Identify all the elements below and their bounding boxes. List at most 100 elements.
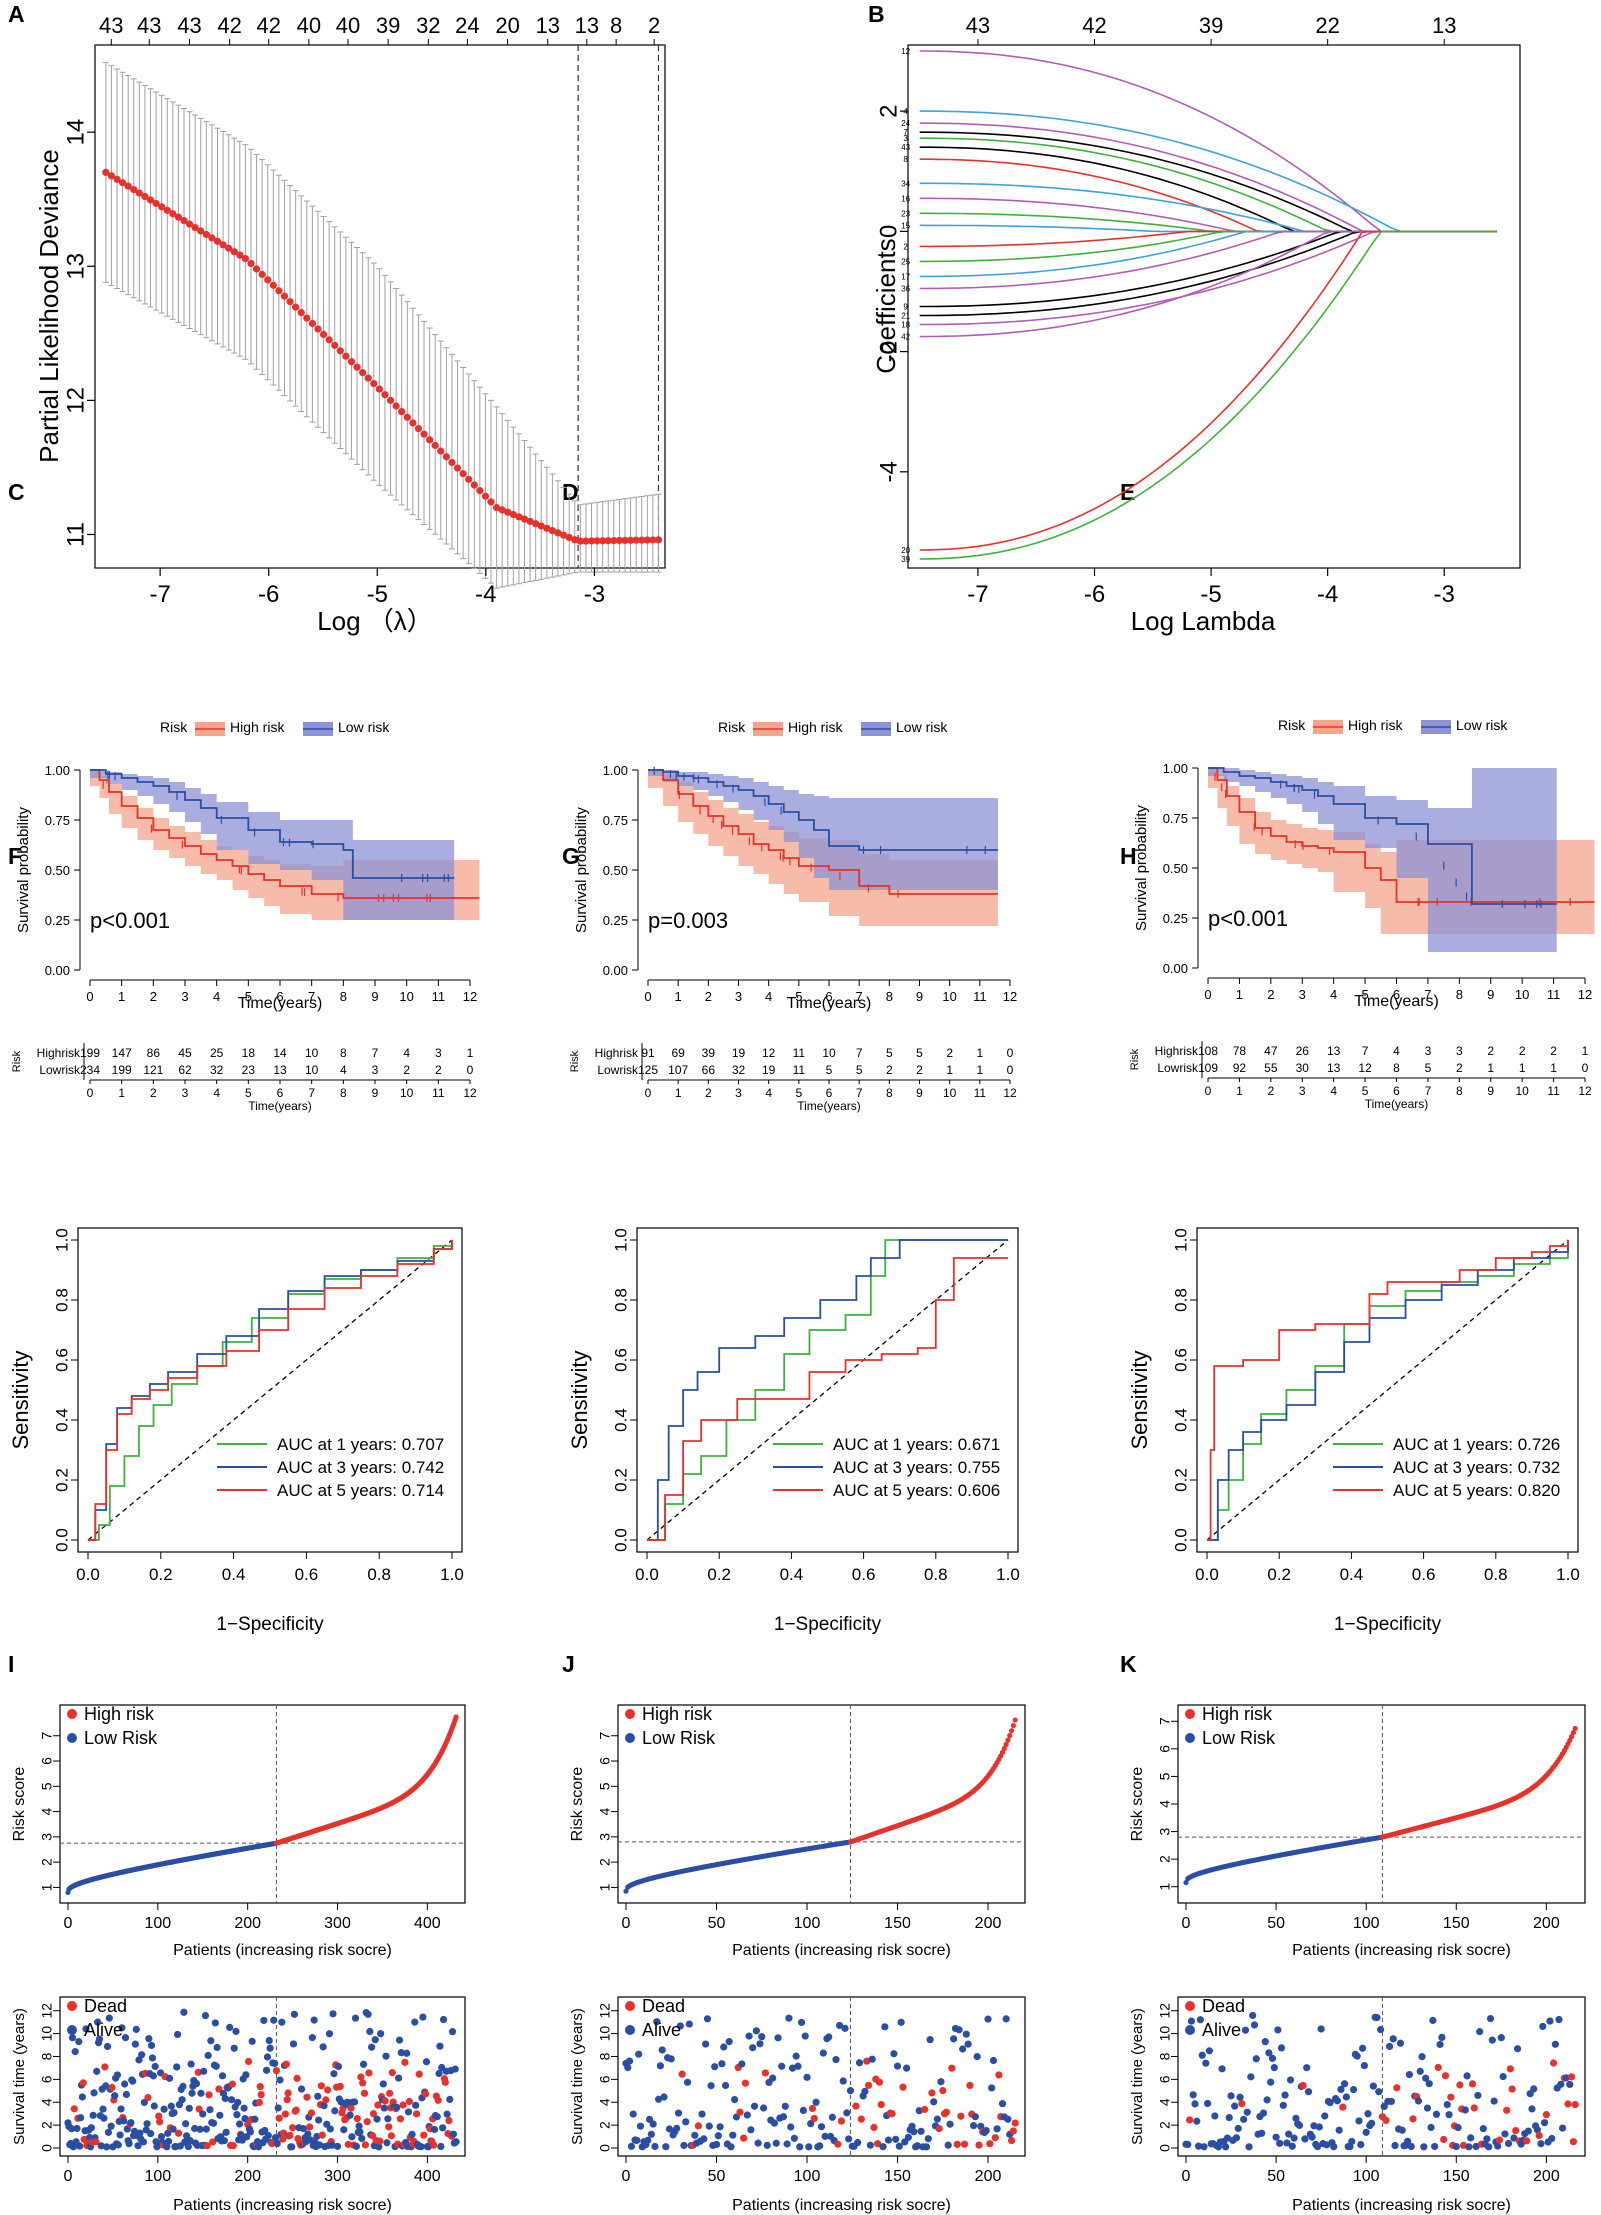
survival-point-alive <box>201 2011 210 2020</box>
diagonal-reference <box>1206 1239 1569 1541</box>
x-tick-label: 8 <box>1456 987 1463 1002</box>
survival-point-alive <box>881 2023 889 2031</box>
survival-point-alive <box>448 2028 457 2036</box>
survival-point-alive <box>350 2098 359 2106</box>
risk-x-tick-label: 8 <box>886 1086 893 1100</box>
legend-label-low: Low Risk <box>1202 1728 1276 1748</box>
ci-band-low <box>90 770 455 920</box>
x-tick-label: -7 <box>967 581 988 608</box>
survival-point-dead <box>272 2066 281 2075</box>
deviance-point <box>498 506 506 514</box>
survival-point-dead <box>280 2129 288 2137</box>
survival-point-dead <box>244 2057 253 2066</box>
survival-point-alive <box>320 2102 328 2110</box>
deviance-point <box>565 533 573 542</box>
deviance-point <box>638 536 646 544</box>
y-axis-label: Sensitivity <box>1127 1350 1152 1449</box>
legend-label-low: Low risk <box>338 719 390 735</box>
x-tick-label: 0.6 <box>1412 1565 1436 1584</box>
survival-point-alive <box>276 2076 284 2084</box>
survival-point-alive <box>1308 2133 1316 2141</box>
survival-curve-high <box>1208 767 1595 903</box>
survival-point-alive <box>209 2119 218 2127</box>
legend-label-low: Low Risk <box>84 1728 158 1748</box>
survival-point-dead <box>810 2114 818 2123</box>
x-tick-label: 6 <box>1393 987 1400 1002</box>
risk-count-high: 12 <box>762 1046 776 1060</box>
top-tick-label: 42 <box>256 13 280 38</box>
risk-count-high: 10 <box>822 1046 836 1060</box>
coef-label: 36 <box>901 284 910 293</box>
survival-point-alive <box>759 2104 768 2112</box>
x-tick-label: 10 <box>942 989 956 1004</box>
survival-point-alive <box>430 2125 439 2134</box>
risk-x-tick-label: 11 <box>1547 1084 1560 1098</box>
risk-table-xlabel: Time(years) <box>1365 1097 1429 1111</box>
survival-point-alive <box>962 2030 970 2038</box>
survival-point-alive <box>173 2063 181 2071</box>
y-tick-label: 4 <box>1157 1800 1173 1808</box>
deviance-point <box>426 436 434 444</box>
risk-count-high: 108 <box>1198 1044 1218 1058</box>
survival-point-alive <box>274 2104 282 2112</box>
risk-count-high: 3 <box>435 1046 442 1060</box>
survival-point-alive <box>340 2126 348 2134</box>
survival-point-alive <box>411 2018 419 2026</box>
survival-point-dead <box>288 2124 297 2132</box>
y-tick-label: 3 <box>1157 1827 1173 1835</box>
survival-point-alive <box>1443 2101 1451 2109</box>
plot-frame <box>617 1704 1026 1904</box>
x-tick-label: -6 <box>258 581 279 608</box>
survival-curve-high <box>648 769 998 895</box>
deviance-point <box>409 419 417 427</box>
survival-point-alive <box>1223 2134 1232 2142</box>
survival-point-alive <box>185 2104 193 2112</box>
risk-count-high: 2 <box>1487 1044 1494 1058</box>
risk-row-label-low: Lowrisk <box>1157 1061 1199 1075</box>
x-axis-label: Time(years) <box>238 995 323 1012</box>
risk-count-low: 66 <box>702 1063 716 1077</box>
x-tick-label: 10 <box>1515 987 1529 1002</box>
risk-count-low: 13 <box>273 1063 287 1077</box>
survival-curve-low <box>1208 767 1557 905</box>
survival-point-alive <box>665 2125 674 2133</box>
y-tick-label: 0.4 <box>1171 1408 1190 1432</box>
survival-point-alive <box>197 2089 205 2097</box>
survival-point-alive <box>163 2143 171 2151</box>
survival-point-alive <box>452 2138 460 2146</box>
legend-label-dead: Dead <box>84 1996 127 2016</box>
survival-point-alive <box>1452 2142 1460 2151</box>
survival-point-alive <box>812 2098 820 2106</box>
risk-x-tick-label: 1 <box>675 1086 682 1100</box>
x-tick-label: 5 <box>245 989 252 1004</box>
risk-point-high <box>1001 1745 1007 1752</box>
survival-point-alive <box>1513 2045 1522 2053</box>
survival-point-alive <box>1467 2134 1475 2142</box>
survival-point-alive <box>178 2096 186 2104</box>
deviance-point <box>236 251 244 259</box>
y-tick-label: 12 <box>1157 2003 1173 2019</box>
survival-point-dead <box>1299 2081 1307 2090</box>
survival-point-alive <box>334 2062 343 2071</box>
survival-point-alive <box>1387 2097 1396 2106</box>
survival-point-alive <box>449 2130 458 2138</box>
risk-x-tick-label: 0 <box>645 1086 652 1100</box>
risk-count-high: 2 <box>1550 1044 1557 1058</box>
y-tick-label: 0.50 <box>603 863 628 878</box>
y-tick-label: 6 <box>597 2075 613 2083</box>
survival-point-alive <box>1279 2101 1287 2109</box>
legend-dot-dead <box>67 2001 77 2011</box>
roc-curve-2 <box>1207 1240 1569 1541</box>
survival-point-dead <box>353 2115 361 2123</box>
survival-point-alive <box>169 2125 177 2133</box>
survival-point-alive <box>105 2014 113 2022</box>
legend-label-dead: Dead <box>642 1996 685 2016</box>
survival-point-alive <box>351 2014 360 2022</box>
deviance-point <box>543 524 551 532</box>
survival-point-alive <box>1272 2133 1280 2141</box>
risk-count-low: 1 <box>946 1063 953 1077</box>
survival-point-alive <box>727 2143 735 2151</box>
survival-point-alive <box>1218 2065 1226 2073</box>
survival-point-dead <box>415 2070 423 2078</box>
survival-point-alive <box>348 2133 356 2141</box>
